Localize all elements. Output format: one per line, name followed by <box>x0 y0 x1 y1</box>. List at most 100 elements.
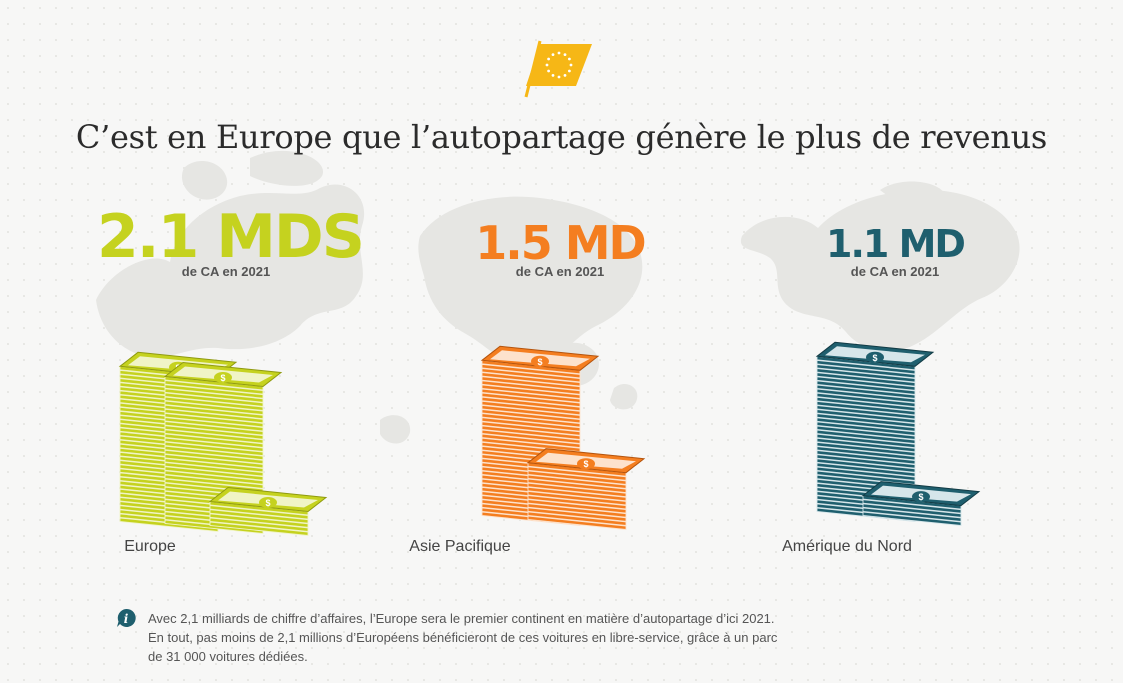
banknote-edge <box>816 421 916 436</box>
banknote-edge <box>164 429 264 444</box>
map-landmass <box>181 161 228 200</box>
banknote-edge <box>816 462 916 477</box>
banknote-edge <box>816 433 916 449</box>
banknote-edge <box>481 396 581 412</box>
banknote-edge <box>481 425 581 440</box>
region-subtitle: de CA en 2021 <box>515 264 605 279</box>
dollar-icon: $ <box>872 353 877 363</box>
banknote-edge <box>527 511 627 526</box>
banknote-edge <box>816 359 916 375</box>
dollar-icon: $ <box>537 357 542 367</box>
money-stack-asia-pacific: $$ <box>480 345 646 530</box>
banknote-edge <box>481 363 581 379</box>
banknote-edge <box>209 521 309 536</box>
banknote-edge <box>481 429 581 444</box>
dollar-icon: $ <box>265 498 270 508</box>
banknote-edge <box>481 392 581 408</box>
map-landmass <box>610 383 638 410</box>
banknote-edge <box>481 388 581 403</box>
banknote-edge <box>527 466 627 481</box>
svg-text:i: i <box>124 612 129 626</box>
eu-star <box>557 75 561 79</box>
banknote-edge <box>816 429 916 445</box>
note-line: de 31 000 voitures dédiées. <box>148 649 308 664</box>
banknote-edge <box>816 368 916 383</box>
banknote-edge <box>164 425 264 440</box>
eu-star <box>557 51 561 55</box>
region-value: 1.1 MD <box>826 222 966 266</box>
banknote-edge <box>164 453 264 469</box>
map-landmass <box>380 415 411 444</box>
banknote-edge <box>816 392 916 408</box>
banknote-edge <box>481 368 581 383</box>
banknote-top: $ <box>861 481 981 507</box>
banknote-edge <box>481 380 581 395</box>
note-line: En tout, pas moins de 2,1 millions d’Eur… <box>148 630 778 645</box>
banknote-stack: $ <box>861 481 981 526</box>
banknote-edge <box>164 462 264 477</box>
dollar-icon: $ <box>583 459 588 469</box>
banknote-edge <box>527 478 627 494</box>
banknote-stack: $ <box>163 361 283 534</box>
banknote-edge <box>527 503 627 518</box>
banknote-edge <box>527 486 627 502</box>
eu-star <box>551 74 555 77</box>
banknote-edge <box>816 380 916 395</box>
eu-star <box>547 57 550 61</box>
banknote-edge <box>164 408 264 424</box>
banknote-edge <box>481 372 581 387</box>
map-landmass <box>418 196 643 367</box>
banknote-edge <box>816 396 916 412</box>
banknote-edge <box>481 413 581 428</box>
banknote-edge <box>816 417 916 432</box>
eu-star <box>545 63 549 67</box>
info-icon: i <box>117 608 136 627</box>
banknote-top: $ <box>208 486 328 513</box>
dollar-icon: $ <box>918 492 923 502</box>
banknote-top: $ <box>163 361 283 388</box>
banknote-edge <box>862 507 962 522</box>
banknote-edge <box>481 376 581 391</box>
banknote-edge <box>164 412 264 428</box>
banknote-edge <box>816 388 916 404</box>
banknote-edge <box>164 445 264 461</box>
banknote-edge <box>481 409 581 424</box>
note-text: Avec 2,1 milliards de chiffre d’affaires… <box>148 609 908 666</box>
banknote-edge <box>164 433 264 448</box>
banknote-edge <box>209 517 309 532</box>
map-landmass <box>96 184 365 358</box>
banknote-edge <box>816 441 916 457</box>
eu-star <box>547 69 550 73</box>
banknote-edge <box>164 441 264 457</box>
banknote-edge <box>481 417 581 432</box>
banknote-edge <box>164 437 264 452</box>
map-landmass <box>250 150 324 186</box>
banknote-edge <box>816 376 916 391</box>
banknote-stack: $ <box>526 448 646 530</box>
banknote-edge <box>481 421 581 436</box>
banknote-edge <box>816 437 916 453</box>
banknote-edge <box>209 505 309 520</box>
note-line: Avec 2,1 milliards de chiffre d’affaires… <box>148 611 775 626</box>
money-stack-europe: $$$ <box>118 351 328 536</box>
banknote-edge <box>816 450 916 465</box>
banknote-edge <box>164 449 264 465</box>
banknote-edge <box>816 454 916 469</box>
region-europe: $$$ 2.1 MDS de CA en 2021 Europe <box>80 200 380 570</box>
map-landmass <box>880 181 946 203</box>
banknote-edge <box>481 404 581 420</box>
eu-star <box>569 63 573 67</box>
money-stack-north-america: $$ <box>815 341 981 526</box>
banknote-edge <box>527 490 627 506</box>
banknote-edge <box>164 417 264 432</box>
banknote-edge <box>527 507 627 522</box>
banknote-edge <box>816 425 916 440</box>
banknote-edge <box>816 466 916 481</box>
banknote-edge <box>209 509 309 524</box>
banknote-edge <box>164 384 264 399</box>
banknote-top: $ <box>815 341 935 367</box>
region-name: Europe <box>124 538 176 555</box>
region-subtitle: de CA en 2021 <box>850 264 940 279</box>
banknote-top: $ <box>480 345 600 371</box>
